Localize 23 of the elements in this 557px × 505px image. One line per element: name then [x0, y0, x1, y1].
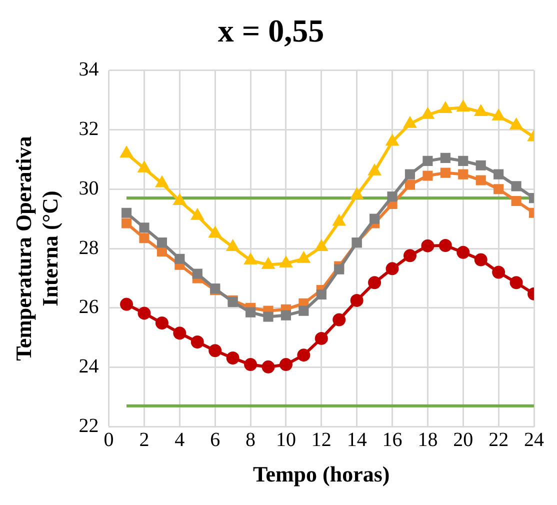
- y-tick-label: 22: [78, 414, 99, 437]
- x-tick-label: 0: [104, 428, 114, 451]
- x-tick-label: 18: [418, 428, 438, 451]
- x-tick-label: 12: [311, 428, 332, 451]
- x-tick-label: 22: [488, 428, 509, 451]
- x-tick-label: 14: [346, 428, 367, 451]
- x-tick-label: 16: [382, 428, 402, 451]
- x-tick-label: 8: [246, 428, 256, 451]
- y-axis-title: Temperatura Operativa Interna (°C): [10, 136, 62, 361]
- x-tick-label: 24: [524, 428, 544, 451]
- y-tick-label: 32: [78, 118, 99, 140]
- chart-title: x = 0,55: [218, 12, 324, 48]
- x-axis-title: Tempo (horas): [253, 461, 390, 486]
- x-tick-label: 6: [210, 428, 220, 451]
- x-tick-label: 4: [174, 428, 185, 451]
- y-tick-label: 34: [78, 58, 99, 81]
- x-tick-label: 20: [453, 428, 474, 451]
- y-tick-label: 28: [78, 236, 99, 259]
- x-tick-label: 10: [276, 428, 296, 451]
- y-tick-label: 24: [78, 355, 99, 378]
- x-tick-label: 2: [139, 428, 150, 451]
- y-tick-label: 26: [78, 296, 99, 318]
- y-tick-label: 30: [78, 177, 99, 200]
